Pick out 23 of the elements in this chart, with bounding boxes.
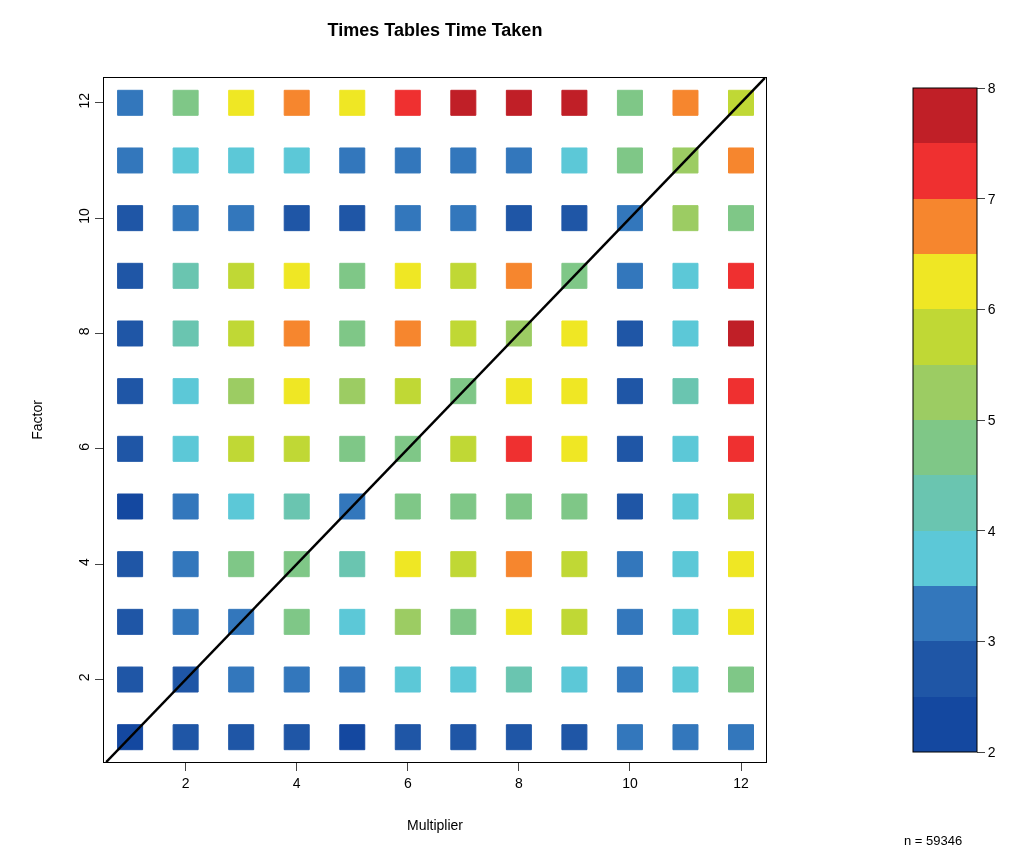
y-tick-label: 6 <box>76 442 93 451</box>
y-tick-label: 2 <box>76 673 93 682</box>
x-tick-label: 6 <box>403 774 412 791</box>
text: n = 59346 <box>904 833 963 848</box>
color-bar-label: 3 <box>987 633 996 650</box>
color-bar-label: 2 <box>987 743 996 760</box>
color-bar-label: 4 <box>987 522 996 539</box>
x-tick-label: 2 <box>181 774 190 791</box>
color-bar-label: 6 <box>987 301 996 318</box>
y-tick-label: 12 <box>76 92 93 109</box>
color-bar-label: 7 <box>987 190 996 207</box>
y-tick-label: 10 <box>76 208 93 224</box>
x-tick-label: 8 <box>514 774 523 791</box>
x-tick-label: 4 <box>292 774 301 791</box>
color-bar-label: 5 <box>987 411 996 428</box>
y-tick-label: 8 <box>76 327 93 336</box>
x-tick-label: 10 <box>622 774 638 791</box>
x-tick-label: 12 <box>733 774 750 791</box>
x-axis-title: Multiplier <box>406 817 464 834</box>
y-axis-title: Factor <box>29 399 45 440</box>
y-tick-label: 4 <box>76 557 93 566</box>
chart-title: Times Tables Time Taken <box>327 20 543 41</box>
color-bar-label: 8 <box>987 79 996 96</box>
